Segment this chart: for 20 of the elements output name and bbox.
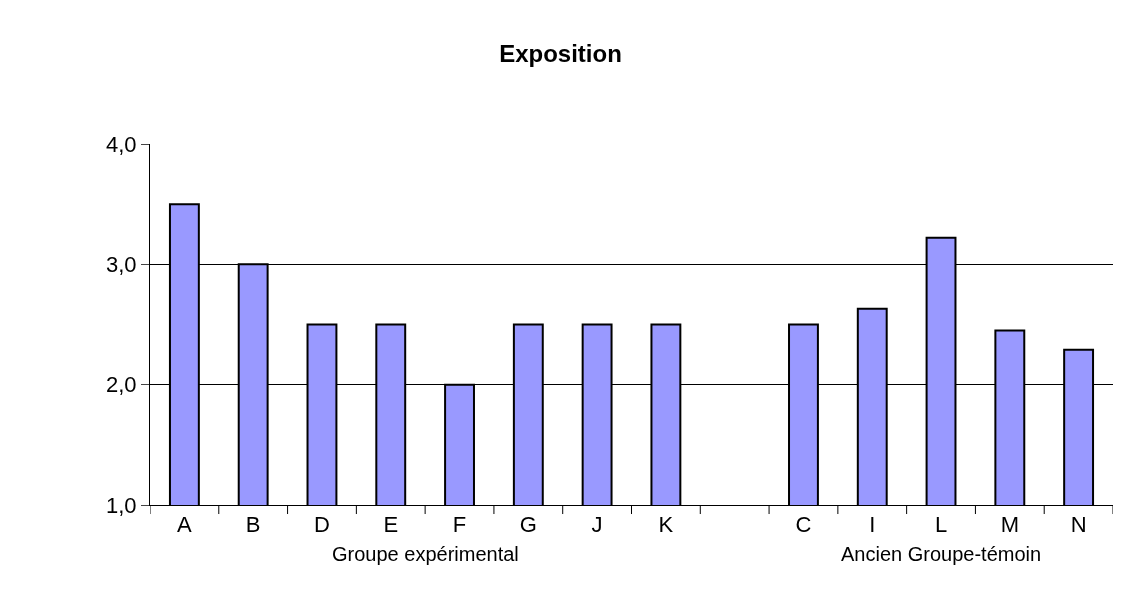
x-tick-label: C xyxy=(795,512,812,538)
x-tick-label: M xyxy=(1000,512,1019,538)
y-tick-label: 1,0 xyxy=(106,492,137,518)
x-tick-label: G xyxy=(519,512,537,538)
text: Ancien Groupe-témoin xyxy=(841,543,1042,565)
x-tick-label: I xyxy=(869,512,876,538)
y-tick-label: 3,0 xyxy=(106,252,137,278)
y-tick-label: 2,0 xyxy=(106,372,137,398)
x-tick-label: F xyxy=(452,512,467,538)
chart-title: Exposition xyxy=(499,40,622,68)
x-tick-label: D xyxy=(314,512,330,538)
text: Groupe expérimental xyxy=(332,543,519,565)
y-tick-label: 4,0 xyxy=(106,131,137,157)
x-tick-label: N xyxy=(1070,512,1087,538)
x-tick-label: E xyxy=(383,512,399,538)
x-tick-label: B xyxy=(245,512,261,538)
x-tick-label: J xyxy=(591,512,603,538)
x-tick-label: K xyxy=(658,512,674,538)
x-tick-label: A xyxy=(177,512,193,538)
x-tick-label: L xyxy=(934,512,948,538)
